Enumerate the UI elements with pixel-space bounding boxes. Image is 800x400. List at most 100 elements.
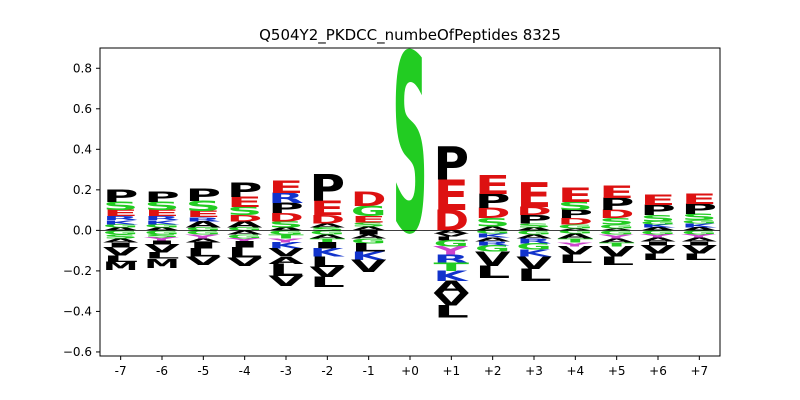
logo-letter-+5-G: G [599, 223, 635, 230]
logo-letter--4-G: G [227, 233, 263, 240]
logo-letter--1-L: L [351, 242, 387, 255]
logo-letter--6-R: R [144, 215, 180, 222]
logo-letter--4-Y: Y [225, 238, 262, 243]
logo-letter-+7-V: V [682, 243, 718, 256]
logo-letter--2-T: T [310, 237, 347, 244]
logo-letter-+3-G: G [516, 242, 552, 252]
x-tick-label: +4 [566, 364, 584, 378]
logo-letter-+1-A: A [434, 230, 471, 235]
logo-letter-+5-Y: Y [597, 233, 634, 240]
logo-letter--5-R: R [186, 216, 222, 223]
x-tick-label: -5 [197, 364, 209, 378]
logo-letter-+2-V: V [475, 248, 511, 271]
logo-letter--3-G: G [268, 229, 304, 236]
x-tick-label: -6 [156, 364, 168, 378]
logo-letter-+1-V: V [434, 290, 470, 310]
y-tick-label: −0.4 [63, 304, 92, 318]
logo-letter-+4-S: S [558, 200, 594, 213]
x-tick-label: +3 [525, 364, 543, 378]
logo-letter-+5-A: A [599, 228, 635, 231]
logo-letter-+2-R: R [475, 240, 511, 247]
logo-letter--3-S: S [268, 220, 304, 230]
logo-letter--3-E: E [268, 178, 304, 198]
logo-letter--6-M: M [144, 257, 180, 272]
logo-letter-+2-L: L [475, 262, 511, 282]
logo-letter-+7-G: G [682, 229, 718, 236]
logo-letter-+2-P: P [475, 190, 511, 213]
logo-letter-+4-D: D [558, 217, 594, 227]
logo-letter--2-A: A [310, 233, 346, 240]
y-tick-label: −0.2 [63, 264, 92, 278]
logo-letter--1-I: I [351, 229, 387, 236]
x-tick-label: +7 [690, 364, 708, 378]
logo-letter--1-V: V [351, 257, 387, 277]
x-tick-label: -4 [239, 364, 251, 378]
logo-letter--4-D: D [227, 214, 263, 224]
plot-area: AGKRESPGSAIVLMAGKRESPGSYIVLMGARESPGYAILV… [63, 3, 721, 378]
logo-letter--3-A: A [268, 226, 305, 231]
logo-letter--7-S: S [103, 233, 139, 240]
logo-letter-+5-P: P [599, 194, 635, 214]
logo-letter-+6-S: S [640, 214, 676, 224]
logo-letter-+3-R: R [516, 237, 552, 245]
logo-letter-+7-G: G [682, 219, 718, 224]
logo-letter--5-Y: Y [184, 233, 221, 240]
logo-letter-+3-L: L [516, 265, 552, 285]
logo-letter-+3-K: K [516, 248, 552, 259]
logo-letter--7-G: G [103, 223, 139, 228]
logo-letter-+4-Y: Y [556, 241, 593, 248]
x-tick-label: -1 [363, 364, 375, 378]
logo-letter--4-P: P [227, 179, 263, 202]
logo-letter-+3-V: V [516, 254, 552, 274]
logo-letter-+6-E: E [640, 192, 676, 208]
logo-letter--7-P: P [103, 186, 139, 206]
logo-letter--1-E: E [351, 214, 387, 224]
logo-letter--4-E: E [227, 194, 263, 210]
logo-letter--6-L: L [144, 251, 180, 261]
logo-letter--5-S: S [186, 198, 222, 215]
logo-letter--6-A: A [144, 226, 181, 231]
logo-letter--7-G: G [103, 229, 139, 236]
logo-letter-+7-P: P [682, 202, 718, 218]
logo-letter-+6-V: V [640, 243, 676, 256]
logo-letter-+6-G: G [640, 229, 676, 236]
logo-letter--2-L: L [310, 254, 346, 271]
x-tick-label: +6 [649, 364, 667, 378]
logo-letter-+4-L: L [558, 253, 594, 266]
logo-letter-+5-D: D [599, 208, 635, 221]
logo-letter--7-K: K [103, 219, 139, 225]
logo-letter-+2-A: A [475, 225, 511, 232]
y-tick-label: 0.4 [73, 142, 92, 156]
logo-letter-+4-V: V [558, 244, 594, 257]
x-tick-label: -7 [115, 364, 127, 378]
logo-letter--7-S: S [103, 200, 139, 213]
logo-letter--3-K: K [268, 241, 304, 251]
logo-letter-+2-D: D [475, 205, 511, 222]
y-tick-label: 0.2 [73, 183, 92, 197]
logo-letter-+0-S: S [392, 3, 428, 289]
x-tick-label: +5 [608, 364, 626, 378]
logo-letter-+7-S: S [682, 213, 718, 223]
logo-letter-+1-P: P [434, 139, 470, 191]
logo-letter-+7-Y: Y [680, 234, 717, 239]
logo-letter-+2-G: G [475, 244, 511, 254]
logo-letter-+4-A: A [558, 232, 594, 240]
logo-letter--4-A: A [227, 219, 263, 229]
logo-letter--2-I: I [310, 241, 346, 251]
logo-letter-+6-L: L [640, 252, 676, 262]
logo-letter--1-A: A [351, 225, 387, 232]
logo-letter--3-V: V [268, 273, 305, 290]
logo-letter-+7-A: A [682, 226, 719, 231]
logo-letter-+1-K: K [434, 268, 470, 284]
logo-letter-+4-E: E [558, 184, 594, 207]
chart-title: Q504Y2_PKDCC_numbeOfPeptides 8325 [259, 26, 561, 45]
logo-letter--6-V: V [144, 242, 180, 255]
logo-letter--2-D: D [310, 213, 346, 226]
logo-letter--4-V: V [227, 255, 263, 268]
logo-letter--2-P: P [310, 168, 346, 211]
logo-letter-+1-D: D [434, 204, 470, 237]
logo-letter-+1-L: L [434, 302, 470, 322]
logo-letter-+3-P: P [516, 213, 552, 226]
logo-letter--3-Y: Y [267, 237, 304, 244]
logo-letter--5-I: I [186, 241, 222, 251]
